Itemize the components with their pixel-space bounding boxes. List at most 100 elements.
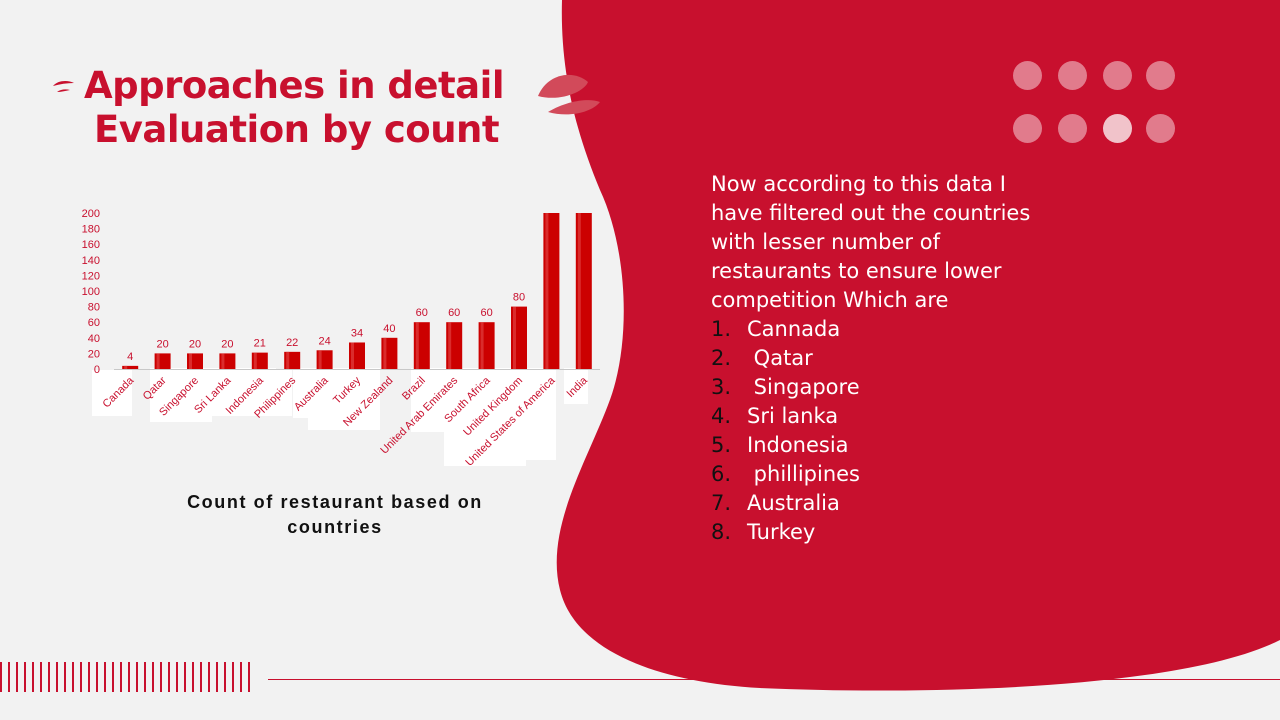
list-number: 1. bbox=[711, 317, 732, 341]
stripe bbox=[0, 662, 2, 692]
list-number: 2. bbox=[711, 346, 732, 370]
description-intro: Now according to this data I have filter… bbox=[711, 172, 1031, 312]
bar-highlight bbox=[513, 306, 516, 369]
dot bbox=[1146, 61, 1175, 90]
slide-title: Approaches in detail Evaluation by count bbox=[84, 64, 554, 152]
bar-highlight bbox=[286, 351, 290, 369]
label-backdrop bbox=[276, 370, 292, 416]
bar-highlight bbox=[189, 353, 192, 369]
stripe bbox=[16, 662, 18, 692]
dot bbox=[1103, 61, 1132, 90]
label-backdrop bbox=[411, 368, 449, 432]
stripe bbox=[240, 662, 242, 692]
dot bbox=[1058, 61, 1087, 90]
stripe bbox=[96, 662, 98, 692]
stripe bbox=[248, 662, 250, 692]
bar-highlight bbox=[253, 352, 257, 369]
list-item: 1. Cannada bbox=[711, 315, 1051, 344]
bar-highlight bbox=[448, 322, 452, 369]
stripe bbox=[8, 662, 10, 692]
y-tick-label: 20 bbox=[88, 348, 100, 360]
stripe bbox=[80, 662, 82, 692]
bar-highlight bbox=[351, 342, 354, 369]
title-line-1: Approaches in detail bbox=[84, 64, 505, 107]
chart-caption: Count of restaurant based on countries bbox=[187, 492, 483, 537]
data-label: 21 bbox=[254, 338, 266, 350]
title-line-2: Evaluation by count bbox=[94, 108, 500, 151]
stripe bbox=[88, 662, 90, 692]
data-label: 60 bbox=[416, 307, 428, 319]
label-backdrop bbox=[564, 368, 588, 404]
data-label: 40 bbox=[383, 323, 395, 335]
data-label: 34 bbox=[351, 327, 363, 339]
stripe bbox=[48, 662, 50, 692]
list-text: Australia bbox=[747, 491, 840, 515]
y-tick-label: 180 bbox=[82, 224, 100, 236]
dot bbox=[1146, 114, 1175, 143]
label-backdrop bbox=[308, 368, 380, 430]
stripe bbox=[224, 662, 226, 692]
stripe bbox=[136, 662, 138, 692]
country-list: 1. Cannada 2. Qatar 3. Singapore 4. Sri lanka… bbox=[711, 315, 1051, 547]
label-backdrop bbox=[512, 368, 556, 460]
stripe bbox=[176, 662, 178, 692]
bar-highlight bbox=[383, 337, 387, 369]
data-label: 20 bbox=[156, 338, 168, 350]
data-label: 60 bbox=[480, 307, 492, 319]
dot bbox=[1013, 61, 1042, 90]
stripe bbox=[32, 662, 34, 692]
y-tick-label: 200 bbox=[82, 208, 100, 220]
list-item: 7. Australia bbox=[711, 489, 1051, 518]
stripe bbox=[104, 662, 106, 692]
bar-highlight bbox=[221, 353, 225, 369]
list-text: Turkey bbox=[747, 520, 816, 544]
list-number: 6. bbox=[711, 462, 732, 486]
stripe bbox=[128, 662, 130, 692]
y-tick-label: 0 bbox=[94, 364, 100, 376]
decorative-stripes bbox=[0, 662, 262, 692]
list-text: Cannada bbox=[747, 317, 841, 341]
stripe bbox=[200, 662, 202, 692]
stripe bbox=[72, 662, 74, 692]
stripe bbox=[64, 662, 66, 692]
stripe bbox=[40, 662, 42, 692]
label-backdrop bbox=[200, 368, 276, 416]
stripe bbox=[216, 662, 218, 692]
list-text: phillipines bbox=[747, 462, 860, 486]
stripe bbox=[192, 662, 194, 692]
y-tick-label: 160 bbox=[82, 239, 100, 251]
stripe bbox=[24, 662, 26, 692]
list-number: 8. bbox=[711, 520, 732, 544]
list-item: 3. Singapore bbox=[711, 373, 1051, 402]
stripe bbox=[120, 662, 122, 692]
stripe bbox=[112, 662, 114, 692]
bar-chart-svg: 0204060801001201401601802004Canada20Qata… bbox=[82, 208, 600, 469]
stripe bbox=[144, 662, 146, 692]
bar-highlight bbox=[124, 365, 128, 369]
dot bbox=[1013, 114, 1042, 143]
list-number: 7. bbox=[711, 491, 732, 515]
list-text: Sri lanka bbox=[747, 404, 839, 428]
bar-highlight bbox=[415, 322, 419, 369]
list-number: 5. bbox=[711, 433, 732, 457]
title-accent-icon bbox=[53, 81, 74, 92]
y-tick-label: 140 bbox=[82, 255, 100, 267]
list-number: 3. bbox=[711, 375, 732, 399]
list-item: 2. Qatar bbox=[711, 344, 1051, 373]
divider-line bbox=[268, 679, 1280, 680]
stripe bbox=[232, 662, 234, 692]
y-tick-label: 60 bbox=[88, 317, 100, 329]
stripe bbox=[152, 662, 154, 692]
data-label: 20 bbox=[221, 338, 233, 350]
bar-highlight bbox=[480, 322, 484, 369]
dot bbox=[1103, 114, 1132, 143]
data-label: 60 bbox=[448, 307, 460, 319]
stripe bbox=[56, 662, 58, 692]
y-tick-label: 80 bbox=[88, 302, 100, 314]
bar-highlight bbox=[318, 350, 322, 369]
list-text: Qatar bbox=[747, 346, 813, 370]
bar-highlight bbox=[156, 353, 160, 369]
list-number: 4. bbox=[711, 404, 732, 428]
stripe bbox=[208, 662, 210, 692]
